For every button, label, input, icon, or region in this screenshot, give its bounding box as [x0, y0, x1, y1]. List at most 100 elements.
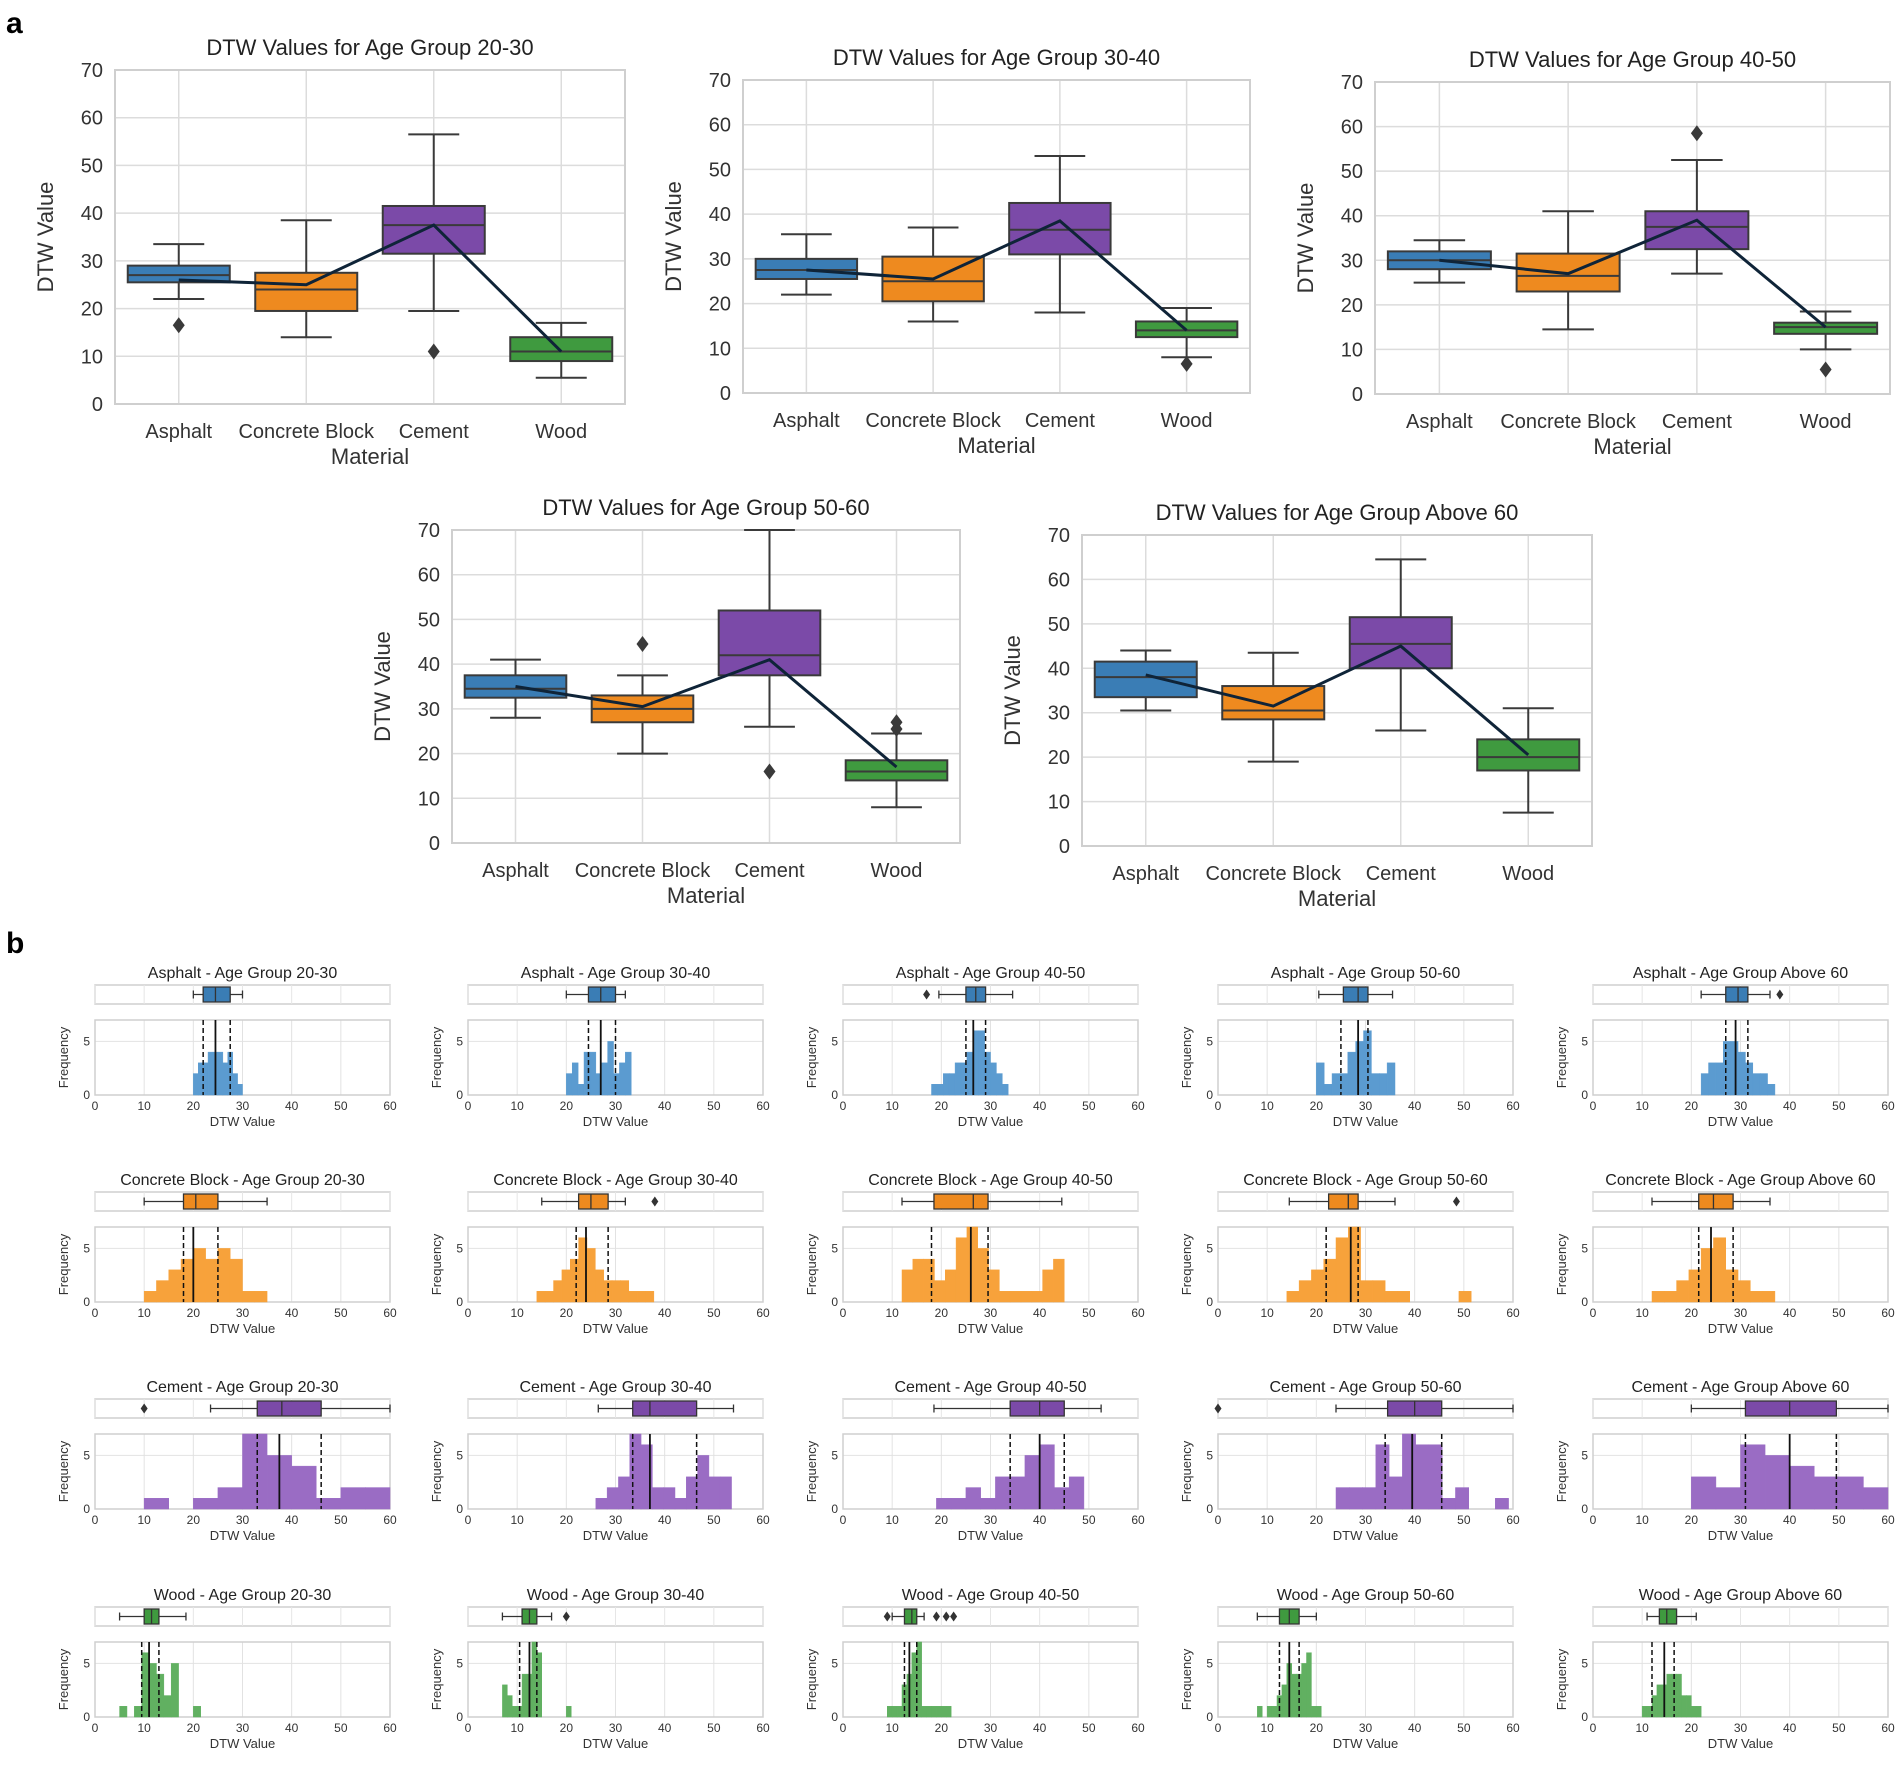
hist-x-tick-label: 50	[1457, 1099, 1471, 1113]
hist-bar	[945, 1269, 957, 1303]
hist-x-tick-label: 0	[840, 1721, 847, 1735]
x-tick-label: Cement	[734, 860, 804, 882]
box-asphalt	[1093, 660, 1198, 699]
hist-bar	[1347, 1051, 1356, 1096]
hist-x-tick-label: 50	[334, 1306, 348, 1320]
x-tick-label: Asphalt	[1406, 411, 1473, 433]
y-tick-label: 0	[1059, 836, 1070, 858]
hist-x-axis-label: DTW Value	[583, 1321, 649, 1336]
box-chart-1: 0 10 20 30 40 50 60 70 Asphalt Concrete Block Ceme…	[661, 45, 1251, 458]
hist-bar	[365, 1487, 391, 1510]
hist-x-axis-label: DTW Value	[1333, 1528, 1399, 1543]
hist-bar	[1725, 1269, 1739, 1303]
chart-title: DTW Values for Age Group 50-60	[542, 495, 869, 520]
hist-x-tick-label: 50	[1457, 1721, 1471, 1735]
hist-x-tick-label: 50	[707, 1099, 721, 1113]
hist-bar	[1441, 1498, 1456, 1510]
hist-x-tick-label: 10	[1260, 1099, 1274, 1113]
hist-x-tick-label: 40	[1783, 1513, 1797, 1527]
hist-x-tick-label: 60	[756, 1721, 770, 1735]
hist-bar	[1730, 1041, 1739, 1096]
x-tick-label: Wood	[1161, 410, 1213, 432]
hist-bar	[1700, 1073, 1709, 1096]
hist-bar	[1009, 1476, 1026, 1510]
hist-bar	[640, 1444, 653, 1510]
hist-x-tick-label: 50	[1832, 1099, 1846, 1113]
hist-y-tick-label: 0	[456, 1295, 463, 1309]
y-tick-label: 70	[81, 60, 103, 82]
y-tick-label: 60	[81, 108, 103, 130]
hist-x-tick-label: 30	[984, 1306, 998, 1320]
hist-x-tick-label: 0	[1590, 1306, 1597, 1320]
hist-y-tick-label: 0	[1206, 1710, 1213, 1724]
histogram-chart-15: Wood - Age Group 20-30 0 10 20 30 40 50 60 0 5 DTW…	[56, 1587, 397, 1751]
hist-x-tick-label: 10	[1260, 1721, 1274, 1735]
hist-y-axis-label: Frequency	[1179, 1648, 1194, 1710]
hist-frame	[467, 1641, 764, 1718]
hist-bar	[1664, 1291, 1677, 1303]
hist-bar	[1696, 1706, 1702, 1718]
hist-y-tick-label: 0	[83, 1502, 90, 1516]
y-tick-label: 10	[1341, 339, 1363, 361]
y-tick-label: 40	[418, 654, 440, 676]
histogram-chart-0: Asphalt - Age Group 20-30 0 10 20 30 40 50 60 0 5…	[56, 965, 397, 1129]
hist-y-tick-label: 5	[83, 1241, 90, 1255]
hist-bar	[1713, 1237, 1727, 1303]
hist-x-axis-label: DTW Value	[958, 1528, 1024, 1543]
hist-x-tick-label: 50	[1082, 1099, 1096, 1113]
hist-x-tick-label: 0	[1215, 1306, 1222, 1320]
outlier-marker	[1690, 125, 1703, 142]
panel-label-b: b	[6, 927, 24, 960]
strip-box	[1744, 1400, 1838, 1417]
hist-x-tick-label: 50	[1832, 1721, 1846, 1735]
y-tick-label: 20	[418, 744, 440, 766]
y-tick-label: 60	[1341, 117, 1363, 139]
hist-x-tick-label: 20	[187, 1099, 201, 1113]
hist-bar	[719, 1476, 732, 1510]
hist-bar	[1335, 1487, 1350, 1510]
y-tick-label: 0	[1352, 384, 1363, 406]
hist-y-axis-label: Frequency	[804, 1648, 819, 1710]
hist-bar	[923, 1258, 935, 1303]
y-tick-label: 50	[418, 609, 440, 631]
histogram-chart-11: Cement - Age Group 30-40 0 10 20 30 40 50 60 0 5 D…	[429, 1379, 770, 1543]
hist-bar	[1311, 1269, 1324, 1303]
hist-x-tick-label: 60	[1881, 1099, 1895, 1113]
hist-bar	[1767, 1084, 1776, 1096]
hist-bar	[1372, 1280, 1386, 1303]
hist-x-tick-label: 50	[707, 1513, 721, 1527]
hist-bar	[193, 1706, 201, 1718]
hist-bar	[620, 1280, 630, 1303]
hist-y-tick-label: 5	[456, 1241, 463, 1255]
x-axis-label: Material	[1298, 886, 1376, 911]
mean-trend-line	[806, 219, 1188, 332]
hist-frame	[94, 1641, 391, 1718]
hist-bar	[921, 1706, 927, 1718]
hist-bar	[1676, 1673, 1682, 1718]
hist-x-tick-label: 20	[560, 1513, 574, 1527]
hist-x-tick-label: 30	[236, 1306, 250, 1320]
hist-bar	[995, 1476, 1011, 1510]
hist-bar	[663, 1487, 676, 1510]
hist-bar	[1266, 1706, 1273, 1718]
hist-bar	[1386, 1062, 1396, 1096]
strip-box	[577, 1193, 609, 1210]
y-tick-label: 60	[1048, 569, 1070, 591]
hist-y-tick-label: 5	[83, 1034, 90, 1048]
hist-x-tick-label: 20	[935, 1306, 949, 1320]
hist-bar	[340, 1487, 366, 1510]
hist-x-tick-label: 60	[1881, 1721, 1895, 1735]
hist-y-tick-label: 0	[456, 1088, 463, 1102]
hist-bar	[1764, 1455, 1790, 1510]
hist-bar	[1068, 1476, 1085, 1510]
hist-bar	[168, 1269, 182, 1303]
hist-bar	[697, 1455, 710, 1510]
hist-bar	[1415, 1444, 1430, 1510]
strip-outlier	[923, 989, 931, 1000]
hist-x-axis-label: DTW Value	[1708, 1528, 1774, 1543]
hist-x-tick-label: 60	[383, 1513, 397, 1527]
hist-bar	[1286, 1291, 1300, 1303]
hist-x-tick-label: 60	[383, 1306, 397, 1320]
x-tick-label: Concrete Block	[1500, 411, 1637, 433]
hist-bar	[1311, 1706, 1317, 1718]
